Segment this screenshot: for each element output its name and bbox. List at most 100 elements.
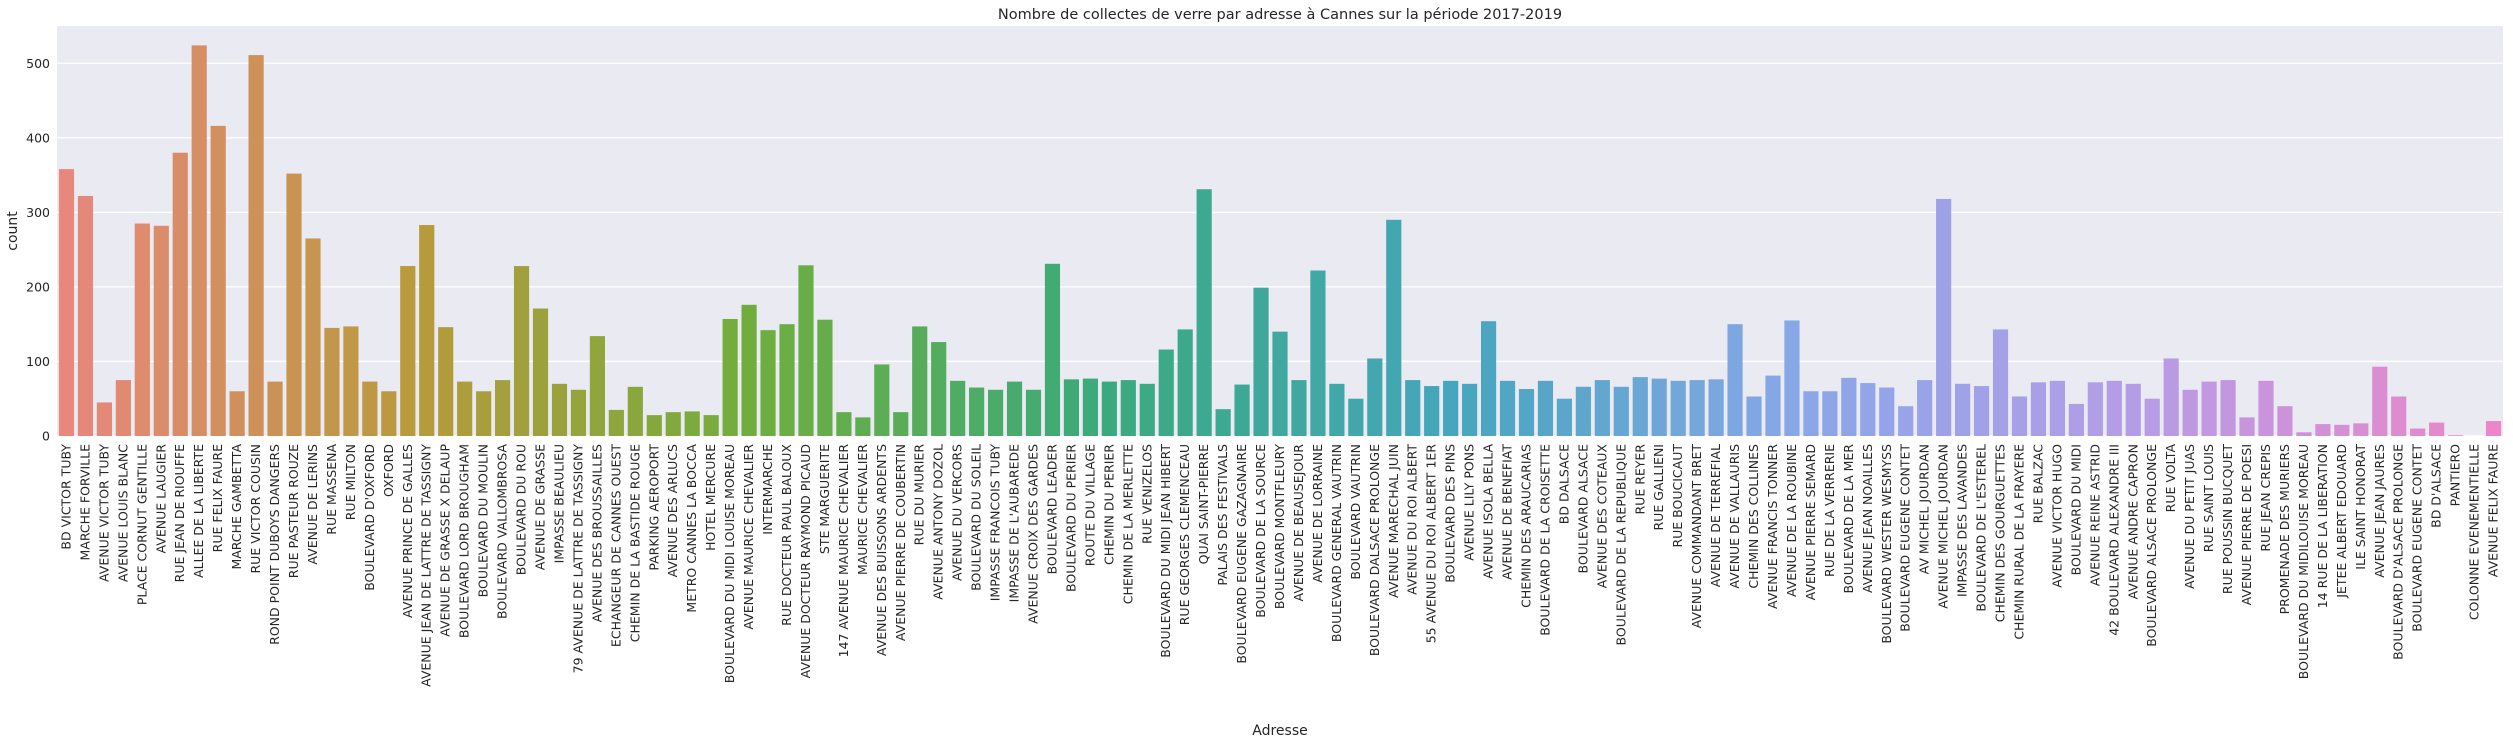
x-tick-label: RUE GEORGES CLEMENCEAU xyxy=(1177,444,1192,625)
y-tick-label: 500 xyxy=(26,56,50,71)
bar xyxy=(2011,396,2028,436)
bar xyxy=(893,412,909,436)
bar xyxy=(2277,406,2293,436)
x-tick-label: RUE JEAN CREPIS xyxy=(2258,444,2273,552)
bar xyxy=(1803,391,1819,436)
bar xyxy=(115,380,131,436)
bar xyxy=(665,412,681,436)
x-tick-label: RUE MILTON xyxy=(343,444,358,520)
bar xyxy=(2030,382,2047,436)
x-tick-label: AVENUE DE LORRAINE xyxy=(1310,444,1325,583)
bar xyxy=(987,389,1004,436)
bar xyxy=(836,412,852,436)
x-tick-label: ROND POINT DUBOYS DANGERS xyxy=(267,444,282,645)
x-tick-label: AVENUE VICTOR HUGO xyxy=(2049,444,2064,588)
bar xyxy=(1234,384,1250,436)
x-tick-label: IMPASSE DES LAVANDES xyxy=(1955,444,1970,597)
x-tick-label: JETEE ALBERT EDOUARD xyxy=(2334,444,2349,599)
x-tick-label: BOULEVARD DE L'ESTEREL xyxy=(1974,444,1989,612)
x-tick-label: AVENUE LILY PONS xyxy=(1462,444,1477,561)
x-tick-label: IMPASSE BEAULIEU xyxy=(551,444,566,563)
x-tick-label: BOULEVARD EUGENE GAZAGNAIRE xyxy=(1234,444,1249,664)
bar xyxy=(2258,380,2274,436)
x-tick-label: AVENUE DE GRASSE xyxy=(533,444,548,570)
x-tick-label: 79 AVENUE DE LATTRE DE TASSIGNY xyxy=(570,444,585,674)
x-tick-label: AVENUE FELIX FAURE xyxy=(2486,444,2501,577)
x-tick-label: RUE VOLTA xyxy=(2163,444,2178,513)
y-tick-label: 400 xyxy=(26,130,50,145)
x-tick-label: CHEMIN DES COLLINES xyxy=(1746,444,1761,589)
x-tick-label: BOULEVARD MONTFLEURY xyxy=(1272,444,1287,609)
x-tick-label: AVENUE MAURICE CHEVALIER xyxy=(741,444,756,630)
bar xyxy=(2485,421,2502,436)
x-tick-label: AVENUE ANTONY DOZOL xyxy=(931,444,946,600)
x-tick-label: BD D'ALSACE xyxy=(2429,444,2444,528)
x-tick-label: AVENUE FRANCIS TONNER xyxy=(1765,444,1780,609)
bar xyxy=(912,326,928,436)
x-tick-label: AVENUE DU ROI ALBERT xyxy=(1405,444,1420,595)
x-tick-label: AVENUE PIERRE SEMARD xyxy=(1803,444,1818,600)
x-tick-label: CHEMIN DE LA BASTIDE ROUGE xyxy=(627,444,642,642)
x-tick-label: MAURICE CHEVALIER xyxy=(855,444,870,575)
bar xyxy=(191,45,207,437)
bar xyxy=(1784,320,1800,436)
bar xyxy=(2068,403,2084,436)
bar xyxy=(2049,380,2065,436)
bar xyxy=(2163,358,2179,436)
bar xyxy=(1613,386,1629,436)
x-tick-label: AVENUE DES BROUSSAILLES xyxy=(589,444,604,622)
bar xyxy=(248,55,264,437)
x-tick-label: BOULEVARD DU MIDILOUISE MOREAU xyxy=(2296,444,2311,679)
bar xyxy=(1537,380,1554,436)
x-tick-label: BOULEVARD DU MOULIN xyxy=(476,444,491,597)
x-tick-label: BOULEVARD DE LA SOURCE xyxy=(1253,444,1268,618)
bar xyxy=(1765,375,1781,436)
bar xyxy=(229,391,245,436)
bar xyxy=(2201,381,2217,436)
x-tick-label: AVENUE DU PETIT JUAS xyxy=(2182,444,2197,589)
bar xyxy=(1879,387,1895,436)
bar xyxy=(1120,380,1136,436)
x-tick-label: AVENUE MICHEL JOURDAN xyxy=(1936,444,1951,609)
x-tick-label: HOTEL MERCURE xyxy=(703,444,718,551)
x-tick-label: BOULEVARD VALLOMBROSA xyxy=(495,444,510,619)
bar xyxy=(1405,380,1421,436)
bar xyxy=(1158,349,1174,436)
bar xyxy=(1670,380,1686,436)
bar xyxy=(2315,424,2331,436)
x-tick-label: IMPASSE FRANCOIS TUBY xyxy=(988,444,1003,602)
bar xyxy=(741,304,757,436)
x-tick-label: BOULEVARD LORD BROUGHAM xyxy=(457,444,472,638)
bar xyxy=(1367,358,1383,436)
y-tick-label: 100 xyxy=(26,354,50,369)
bar xyxy=(2429,422,2445,436)
x-tick-label: BOULEVARD VAUTRIN xyxy=(1348,444,1363,580)
x-tick-label: BOULEVARD DU ROU xyxy=(514,444,529,575)
x-tick-label: RUE JEAN DE RIOUFFE xyxy=(172,444,187,582)
x-tick-label: PROMENADE DES MURIERS xyxy=(2277,444,2292,614)
x-tick-label: AVENUE CROIX DES GARDES xyxy=(1026,444,1041,624)
bar xyxy=(2391,396,2407,436)
x-tick-label: 55 AVENUE DU ROI ALBERT 1ER xyxy=(1424,444,1439,644)
bar xyxy=(267,381,283,436)
x-tick-label: COLONNE EVENEMENTIELLE xyxy=(2467,444,2482,620)
x-tick-label: 147 AVENUE MAURICE CHEVALIER xyxy=(836,444,851,658)
x-tick-label: ILE SAINT HONORAT xyxy=(2353,444,2368,570)
x-tick-label: BOULEVARD EUGENE CONTET xyxy=(1898,444,1913,632)
bar xyxy=(1101,381,1117,436)
bar xyxy=(1651,378,1667,436)
bar xyxy=(1025,389,1042,436)
x-tick-label: BOULEVARD GENERAL VAUTRIN xyxy=(1329,444,1344,642)
bar xyxy=(305,238,321,436)
bar xyxy=(1462,383,1478,436)
bar xyxy=(532,308,549,436)
bar xyxy=(1860,383,1876,436)
x-tick-label: AVENUE PRINCE DE GALLES xyxy=(400,444,415,618)
bar xyxy=(2125,383,2141,436)
bar xyxy=(96,402,112,436)
x-tick-label: RUE MASSENA xyxy=(324,444,339,535)
bar xyxy=(1518,389,1535,436)
bar xyxy=(1424,386,1440,436)
x-tick-label: AVENUE DE LERINS xyxy=(305,444,320,565)
